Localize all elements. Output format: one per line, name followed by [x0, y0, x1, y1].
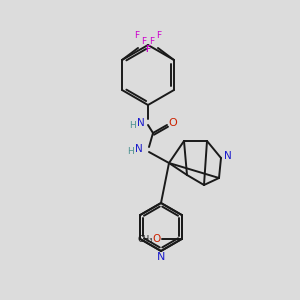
Text: H: H [127, 148, 134, 157]
Text: N: N [137, 118, 145, 128]
Text: F: F [149, 37, 154, 46]
Text: CH₃: CH₃ [137, 236, 152, 244]
Text: O: O [153, 234, 161, 244]
Text: N: N [157, 252, 165, 262]
Text: F: F [142, 37, 147, 46]
Text: O: O [169, 118, 177, 128]
Text: N: N [135, 144, 143, 154]
Text: F: F [134, 32, 140, 40]
Text: N: N [224, 151, 232, 161]
Text: F: F [156, 32, 161, 40]
Text: H: H [130, 122, 136, 130]
Text: F: F [146, 44, 151, 53]
Text: F: F [146, 44, 151, 53]
